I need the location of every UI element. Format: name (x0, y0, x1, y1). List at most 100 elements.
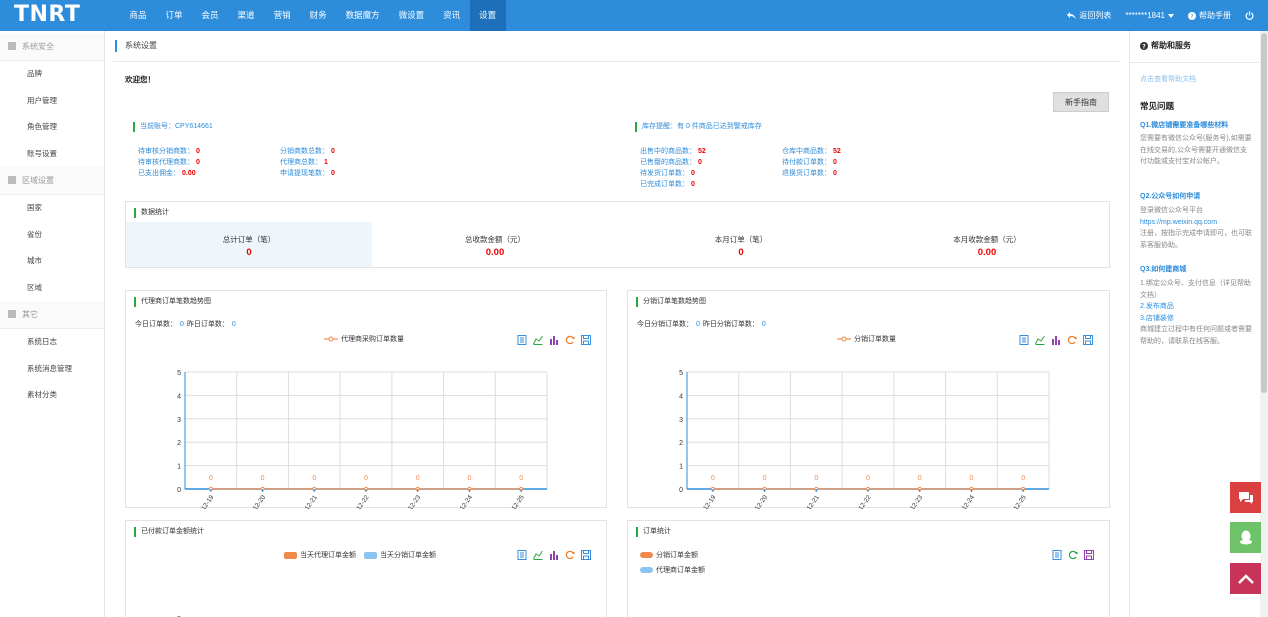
tab-products[interactable]: 商品 (129, 10, 147, 20)
sidebar-item-system-log[interactable]: 系统日志 (27, 337, 57, 346)
stat-pending-shipment-orders[interactable]: 待发货订单数： 0 (640, 170, 695, 177)
bar-chart-icon[interactable] (1051, 335, 1061, 345)
save-image-icon[interactable] (1084, 550, 1094, 560)
stat-on-sale-products[interactable]: 出售中的商品数： 52 (640, 148, 706, 155)
faq-question-1[interactable]: Q1.微店铺需要准备哪些材料 (1140, 122, 1229, 129)
legend-label: 当天代理订单金额 (300, 552, 356, 559)
online-chat-button[interactable] (1230, 482, 1261, 513)
data-label: 0 (866, 475, 870, 482)
faq-step-link[interactable]: 3.店铺装修 (1140, 314, 1174, 322)
stat-return-orders[interactable]: 退换货订单数： 0 (782, 170, 837, 177)
data-label: 0 (711, 475, 715, 482)
stat-pending-payment-orders[interactable]: 待付款订单数： 0 (782, 159, 837, 166)
refresh-icon[interactable] (565, 550, 575, 560)
scrollbar-thumb[interactable] (1261, 33, 1267, 393)
sidebar-item-province[interactable]: 省份 (27, 229, 42, 239)
stat-card-month-revenue[interactable]: 本月收款金额（元） 0.00 (864, 222, 1110, 267)
stat-card-total-revenue[interactable]: 总收款金额（元） 0.00 (372, 222, 618, 267)
sidebar-item-account-settings[interactable]: 账号设置 (27, 148, 57, 158)
legend-label: 分销订单数量 (854, 336, 896, 343)
stat-distributors-total[interactable]: 分销商数总数： 0 (280, 148, 335, 155)
stat-card-label: 本月收款金额（元） (953, 235, 1021, 244)
data-view-icon[interactable] (517, 335, 527, 345)
refresh-icon[interactable] (1067, 335, 1077, 345)
return-list-link[interactable]: 返回列表 (1067, 10, 1111, 21)
qq-contact-button[interactable] (1230, 522, 1261, 553)
faq-answer-text: 登录微信公众号平台 (1140, 207, 1203, 214)
bar-chart-icon[interactable] (549, 335, 559, 345)
sidebar-group-region-settings[interactable]: 区域设置 (0, 167, 104, 195)
sidebar-item-area[interactable]: 区域 (27, 282, 42, 292)
wechat-platform-link[interactable]: https://mp.weixin.qq.com (1140, 218, 1218, 226)
x-tick-label: 12-24 (961, 494, 976, 509)
help-manual-link[interactable]: ? 帮助手册 (1188, 10, 1231, 21)
tab-news[interactable]: 资讯 (443, 10, 461, 20)
chart-legend[interactable]: 当天代理订单金额 当天分销订单金额 (284, 550, 436, 560)
stat-warehouse-products[interactable]: 仓库中商品数： 52 (782, 148, 841, 155)
help-doc-link[interactable]: 点击查看帮助文档 (1140, 76, 1196, 83)
sidebar-group-other[interactable]: 其它 (0, 301, 104, 329)
tab-data-cube[interactable]: 数据魔方 (345, 10, 380, 20)
sidebar-item-country[interactable]: 国家 (27, 203, 42, 212)
chart-legend-distribution[interactable]: 分销订单金额 (640, 550, 698, 560)
save-image-icon[interactable] (581, 550, 591, 560)
stat-completed-orders[interactable]: 已完成订单数： 0 (640, 181, 695, 188)
chart-legend[interactable]: 分销订单数量 (837, 334, 896, 344)
beginner-guide-button[interactable]: 新手指南 (1053, 92, 1109, 112)
data-view-icon[interactable] (1052, 550, 1062, 560)
user-menu[interactable]: *******1841 (1125, 11, 1174, 20)
faq-question-3[interactable]: Q3.如何建商城 (1140, 266, 1187, 273)
line-chart-icon[interactable] (533, 335, 543, 345)
stat-agents-total[interactable]: 代理商总数： 1 (280, 159, 328, 166)
line-chart-icon[interactable] (533, 550, 543, 560)
line-chart-icon[interactable] (1035, 335, 1045, 345)
main-tabs: 商品 订单 会员 渠道 营销 财务 数据魔方 微设置 资讯 设置 (120, 0, 506, 31)
refresh-icon[interactable] (565, 335, 575, 345)
stat-pending-agents[interactable]: 待审核代理商数： 0 (138, 159, 200, 166)
page-scrollbar[interactable] (1260, 31, 1268, 617)
stat-pending-distributors[interactable]: 待审核分销商数： 0 (138, 148, 200, 155)
refresh-icon[interactable] (1068, 550, 1078, 560)
chart-legend-agent[interactable]: 代理商订单金额 (640, 565, 705, 575)
agent-orders-line-chart: 0 1 2 3 4 5 0 0 0 0 0 0 0 12-19 12-20 12-21 12-22 12-23 12… (177, 370, 548, 509)
stock-alert: 库存提醒：有 0 件商品已达到警戒库存 (635, 122, 762, 132)
file-icon (8, 42, 16, 50)
tab-wechat-settings[interactable]: 微设置 (398, 10, 425, 20)
sidebar-group-system-security[interactable]: 系统安全 (0, 33, 104, 61)
sidebar-item-material-category[interactable]: 素材分类 (27, 390, 57, 399)
stat-card-total-orders[interactable]: 总计订单（笔） 0 (126, 222, 372, 267)
x-tick-label: 12-20 (252, 494, 267, 509)
tab-orders[interactable]: 订单 (165, 10, 183, 20)
tab-members[interactable]: 会员 (201, 10, 219, 20)
tab-settings[interactable]: 设置 (469, 0, 506, 31)
back-to-top-button[interactable] (1230, 563, 1261, 594)
chart-legend[interactable]: 代理商采购订单数量 (324, 334, 404, 344)
sidebar-item-role-management[interactable]: 角色管理 (27, 122, 57, 131)
sidebar-item-user-management[interactable]: 用户管理 (27, 95, 57, 105)
stat-card-label: 本月订单（笔） (714, 235, 768, 244)
data-view-icon[interactable] (517, 550, 527, 560)
x-tick-label: 12-22 (355, 494, 370, 509)
stat-withdraw-requests[interactable]: 申请提现笔数： 0 (280, 170, 335, 177)
faq-step-link[interactable]: 2.发布商品 (1140, 303, 1174, 310)
stat-card-month-orders[interactable]: 本月订单（笔） 0 (618, 222, 864, 267)
faq-answer-2: 登录微信公众号平台 https://mp.weixin.qq.com 注册，按指… (1140, 205, 1252, 251)
stat-commission-paid[interactable]: 已支出佣金： 0.00 (138, 170, 196, 177)
bar-chart-icon[interactable] (549, 550, 559, 560)
save-image-icon[interactable] (1083, 335, 1093, 345)
data-label: 0 (261, 475, 265, 482)
faq-title: 常见问题 (1140, 101, 1175, 111)
save-image-icon[interactable] (581, 335, 591, 345)
sidebar-item-message-management[interactable]: 系统消息管理 (27, 363, 72, 373)
tab-channels[interactable]: 渠道 (237, 10, 255, 20)
logo[interactable]: TNRT (14, 2, 81, 27)
faq-question-2[interactable]: Q2.公众号如何申请 (1140, 193, 1201, 200)
data-view-icon[interactable] (1019, 335, 1029, 345)
tab-finance[interactable]: 财务 (309, 10, 327, 20)
sidebar-item-city[interactable]: 城市 (27, 256, 42, 265)
power-icon[interactable] (1245, 11, 1254, 20)
sidebar-item-brand[interactable]: 品牌 (27, 69, 42, 78)
stat-sold-out-products[interactable]: 已售罄的商品数： 0 (640, 159, 702, 166)
x-tick-label: 12-23 (407, 494, 422, 509)
tab-marketing[interactable]: 营销 (273, 10, 291, 20)
